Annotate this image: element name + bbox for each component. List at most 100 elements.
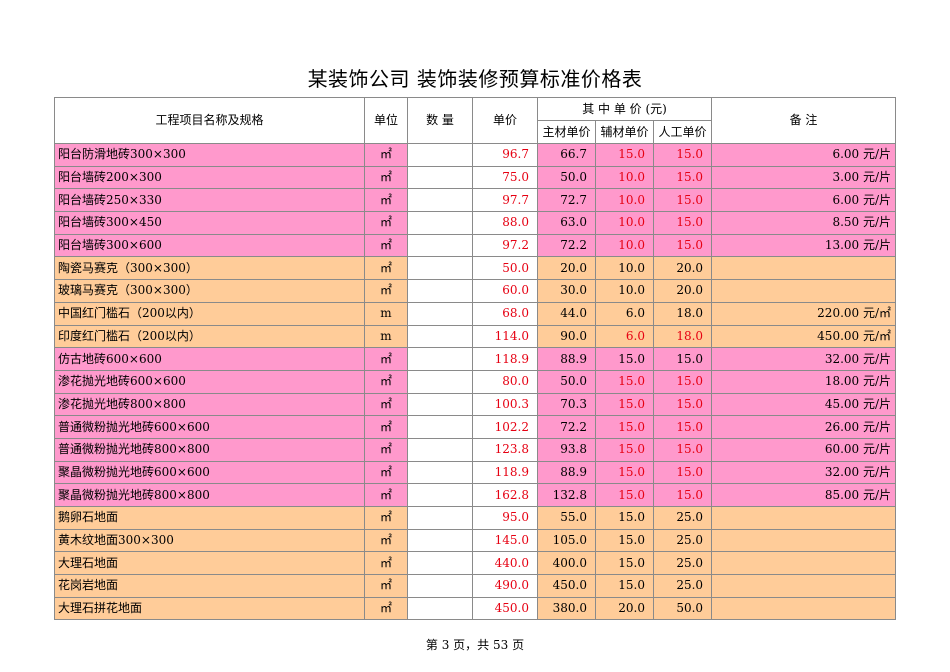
cell-main-material: 88.9: [537, 460, 596, 485]
cell-price: 88.0: [472, 211, 538, 235]
table-row: 中国红门槛石（200以内） m 68.0 44.0 6.0 18.0 220.00 元/㎡: [54, 301, 897, 326]
cell-note: [711, 574, 897, 598]
page-title: 某装饰公司 装饰装修预算标准价格表: [307, 67, 643, 91]
cell-aux-material: 15.0: [595, 437, 654, 462]
cell-main-material: 72.2: [537, 233, 596, 258]
cell-name: 聚晶微粉抛光地砖600×600: [54, 460, 365, 485]
header-price: 单价: [472, 97, 538, 144]
cell-price: 162.8: [472, 483, 538, 507]
cell-labor: 15.0: [652, 483, 713, 507]
cell-name: 黄木纹地面300×300: [54, 528, 365, 553]
cell-main-material: 132.8: [537, 483, 596, 507]
cell-quantity: [407, 596, 473, 621]
cell-name: 鹅卵石地面: [54, 506, 365, 530]
cell-note: 220.00 元/㎡: [711, 301, 897, 326]
cell-name: 仿古地砖600×600: [54, 347, 365, 371]
table-row: 印度红门槛石（200以内） m 114.0 90.0 6.0 18.0 450.00 元/㎡: [54, 324, 897, 349]
cell-labor: 15.0: [652, 415, 713, 439]
cell-price: 490.0: [472, 574, 538, 598]
cell-main-material: 20.0: [537, 256, 596, 281]
cell-note: 8.50 元/片: [711, 211, 897, 235]
cell-price: 80.0: [472, 369, 538, 394]
table-row: 阳台防滑地砖300×300 ㎡ 96.7 66.7 15.0 15.0 6.00 元/片: [54, 143, 897, 167]
cell-quantity: [407, 301, 473, 326]
cell-labor: 15.0: [652, 369, 713, 394]
cell-note: [711, 528, 897, 553]
cell-note: [711, 279, 897, 303]
cell-quantity: [407, 369, 473, 394]
price-table: 工程项目名称及规格 单位 数 量 单价 其 中 单 价 (元) 备 注 主材单价…: [54, 97, 897, 621]
header-main-material: 主材单价: [537, 120, 596, 144]
cell-aux-material: 10.0: [595, 211, 654, 235]
table-row: 普通微粉抛光地砖800×800 ㎡ 123.8 93.8 15.0 15.0 60.00 元…: [54, 437, 897, 462]
cell-labor: 25.0: [652, 551, 713, 576]
cell-quantity: [407, 437, 473, 462]
cell-labor: 15.0: [652, 188, 713, 213]
cell-name: 大理石拼花地面: [54, 596, 365, 621]
cell-labor: 15.0: [652, 347, 713, 371]
cell-main-material: 30.0: [537, 279, 596, 303]
table-row: 仿古地砖600×600 ㎡ 118.9 88.9 15.0 15.0 32.00 元/片: [54, 347, 897, 371]
table-row: 陶瓷马赛克（300×300）㎡ 50.0 20.0 10.0 20.0: [54, 256, 897, 281]
cell-note: 26.00 元/片: [711, 415, 897, 439]
cell-quantity: [407, 143, 473, 167]
cell-note: 85.00 元/片: [711, 483, 897, 507]
cell-unit: m: [364, 301, 408, 326]
header-quantity: 数 量: [407, 97, 473, 144]
cell-unit: ㎡: [364, 483, 408, 507]
cell-name: 阳台墙砖300×600: [54, 233, 365, 258]
cell-unit: ㎡: [364, 233, 408, 258]
cell-name: 聚晶微粉抛光地砖800×800: [54, 483, 365, 507]
header-name: 工程项目名称及规格: [54, 97, 365, 144]
cell-labor: 15.0: [652, 165, 713, 190]
cell-labor: 15.0: [652, 211, 713, 235]
cell-aux-material: 6.0: [595, 301, 654, 326]
cell-price: 100.3: [472, 392, 538, 417]
cell-labor: 15.0: [652, 392, 713, 417]
cell-labor: 18.0: [652, 324, 713, 349]
cell-price: 123.8: [472, 437, 538, 462]
table-row: 聚晶微粉抛光地砖800×800 ㎡ 162.8 132.8 15.0 15.0 85.00 …: [54, 483, 897, 507]
cell-note: 18.00 元/片: [711, 369, 897, 394]
cell-price: 60.0: [472, 279, 538, 303]
cell-note: [711, 596, 897, 621]
cell-quantity: [407, 574, 473, 598]
table-row: 玻璃马赛克（300×300）㎡ 60.0 30.0 10.0 20.0: [54, 279, 897, 303]
cell-quantity: [407, 483, 473, 507]
cell-main-material: 88.9: [537, 347, 596, 371]
cell-name: 阳台防滑地砖300×300: [54, 143, 365, 167]
cell-name: 渗花抛光地砖800×800: [54, 392, 365, 417]
cell-quantity: [407, 165, 473, 190]
header-breakdown: 其 中 单 价 (元): [536, 97, 713, 121]
cell-unit: ㎡: [364, 369, 408, 394]
cell-unit: ㎡: [364, 460, 408, 485]
cell-price: 118.9: [472, 347, 538, 371]
cell-labor: 25.0: [652, 506, 713, 530]
cell-name: 阳台墙砖250×330: [54, 188, 365, 213]
cell-name: 大理石地面: [54, 551, 365, 576]
table-row: 聚晶微粉抛光地砖600×600 ㎡ 118.9 88.9 15.0 15.0 32.00 元…: [54, 460, 897, 485]
cell-name: 普通微粉抛光地砖800×800: [54, 437, 365, 462]
cell-unit: ㎡: [364, 596, 408, 621]
cell-main-material: 44.0: [537, 301, 596, 326]
cell-main-material: 72.2: [537, 415, 596, 439]
cell-aux-material: 15.0: [595, 551, 654, 576]
cell-price: 102.2: [472, 415, 538, 439]
cell-name: 玻璃马赛克（300×300）: [54, 279, 365, 303]
cell-labor: 15.0: [652, 460, 713, 485]
cell-aux-material: 10.0: [595, 256, 654, 281]
cell-unit: ㎡: [364, 574, 408, 598]
cell-main-material: 380.0: [537, 596, 596, 621]
cell-labor: 15.0: [652, 437, 713, 462]
cell-price: 97.7: [472, 188, 538, 213]
table-row: 阳台墙砖300×600 ㎡ 97.2 72.2 10.0 15.0 13.00 元/片: [54, 233, 897, 258]
cell-labor: 15.0: [652, 233, 713, 258]
cell-labor: 25.0: [652, 528, 713, 553]
cell-quantity: [407, 460, 473, 485]
cell-labor: 15.0: [652, 143, 713, 167]
cell-unit: ㎡: [364, 392, 408, 417]
cell-note: 450.00 元/㎡: [711, 324, 897, 349]
page-footer: 第 3 页，共 53 页: [425, 638, 525, 652]
